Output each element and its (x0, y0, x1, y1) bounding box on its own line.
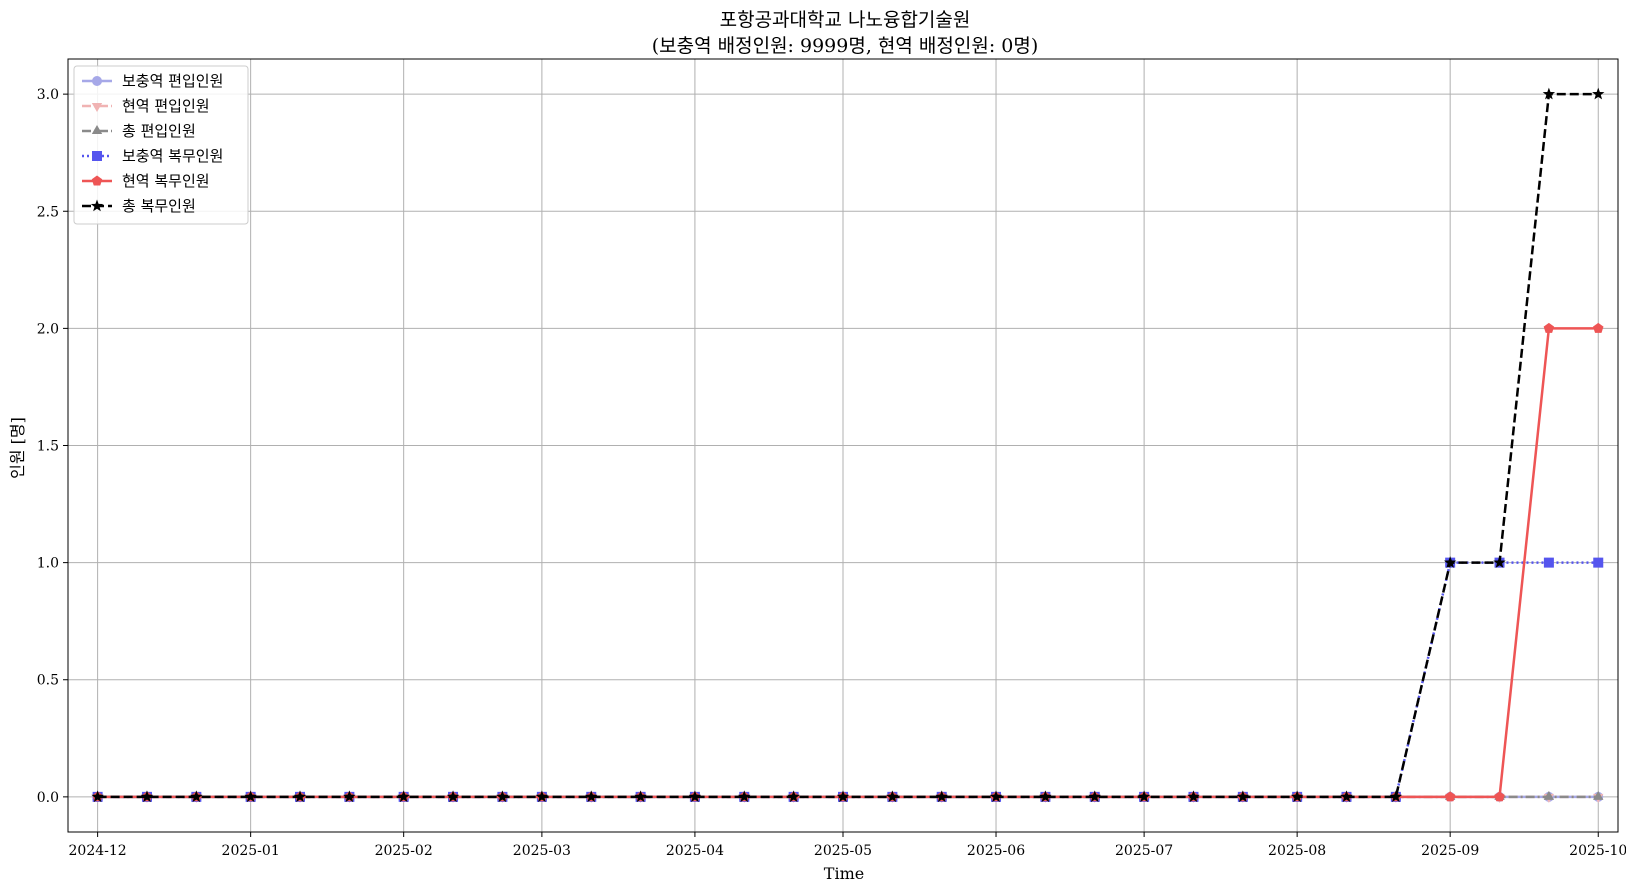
data-point (1088, 790, 1101, 803)
legend-swatch-marker (91, 175, 103, 186)
x-tick-label: 2025-09 (1421, 843, 1479, 859)
data-point (1290, 790, 1304, 803)
data-point (1593, 790, 1604, 800)
data-point (190, 790, 203, 803)
data-point (1543, 322, 1555, 333)
data-point (244, 790, 257, 803)
x-tick-label: 2025-08 (1268, 843, 1326, 859)
legend-swatch-marker (91, 125, 103, 134)
legend-label: 현역 복무인원 (122, 172, 210, 190)
data-point (688, 790, 702, 803)
data-point (1542, 87, 1556, 100)
data-point (1389, 790, 1403, 803)
y-tick-label: 0.5 (37, 673, 59, 689)
data-point (989, 790, 1003, 803)
x-tick-label: 2025-06 (967, 843, 1025, 859)
data-point (1494, 791, 1505, 802)
data-point (1444, 791, 1456, 802)
legend-swatch-marker (92, 151, 102, 161)
y-tick-label: 3.0 (37, 87, 59, 103)
data-point (1593, 557, 1604, 568)
y-tick-label: 1.0 (37, 556, 59, 572)
chart-subtitle: (보충역 배정인원: 9999명, 현역 배정인원: 0명) (652, 35, 1039, 57)
legend-box (73, 65, 249, 225)
x-tick-label: 2025-05 (814, 843, 872, 859)
x-axis-label: Time (824, 864, 864, 883)
y-axis-label: 인원 [명] (8, 417, 27, 479)
data-point (140, 790, 154, 803)
x-tick-label: 2025-02 (375, 843, 433, 859)
legend-swatch-marker (92, 76, 102, 86)
data-point (343, 790, 356, 803)
legend-swatch-marker (90, 199, 104, 212)
data-point (1543, 557, 1554, 568)
y-tick-label: 0.0 (37, 790, 59, 806)
data-point (293, 790, 307, 803)
data-point (1340, 790, 1353, 803)
data-point (1039, 790, 1052, 803)
legend-label: 보충역 편입인원 (122, 72, 223, 90)
data-point (1493, 556, 1506, 568)
series-layer (91, 87, 1605, 803)
data-point (1236, 790, 1250, 803)
y-tick-label: 1.5 (37, 439, 59, 455)
data-point (836, 790, 850, 803)
data-point (1592, 87, 1605, 100)
legend-label: 현역 편입인원 (122, 97, 210, 115)
data-point (1187, 790, 1200, 803)
data-point (787, 790, 800, 803)
series-5 (92, 322, 1604, 802)
chart-title: 포항공과대학교 나노융합기술원 (720, 9, 971, 31)
data-point (397, 790, 410, 803)
data-point (446, 790, 460, 803)
data-point (1443, 556, 1457, 568)
data-point (886, 790, 899, 803)
x-tick-label: 2025-03 (513, 843, 571, 859)
data-point (1137, 790, 1151, 803)
data-point (585, 790, 598, 803)
legend-label: 총 편입인원 (122, 122, 196, 140)
data-point (1543, 790, 1555, 800)
legend-label: 총 복무인원 (122, 197, 196, 215)
data-point (535, 790, 549, 803)
x-tick-label: 2025-10 (1569, 843, 1626, 859)
data-point (738, 790, 751, 803)
grid (68, 59, 1618, 832)
y-tick-label: 2.0 (37, 321, 59, 337)
x-tick-label: 2025-07 (1115, 843, 1173, 859)
y-tick-label: 2.5 (37, 204, 59, 220)
series-6 (91, 87, 1605, 803)
ticks: 2024-12 2025-01 2025-02 2025-03 2025-04 2025-… (37, 87, 1626, 859)
x-tick-label: 2025-01 (222, 843, 280, 859)
data-point (91, 790, 104, 803)
legend-label: 보충역 복무인원 (122, 147, 223, 165)
data-point (496, 790, 509, 803)
data-point (935, 790, 948, 803)
data-point (1593, 322, 1604, 333)
x-tick-label: 2025-04 (666, 843, 724, 859)
x-tick-label: 2024-12 (69, 843, 127, 859)
data-point (634, 790, 647, 803)
legend-swatch-marker (91, 103, 103, 112)
